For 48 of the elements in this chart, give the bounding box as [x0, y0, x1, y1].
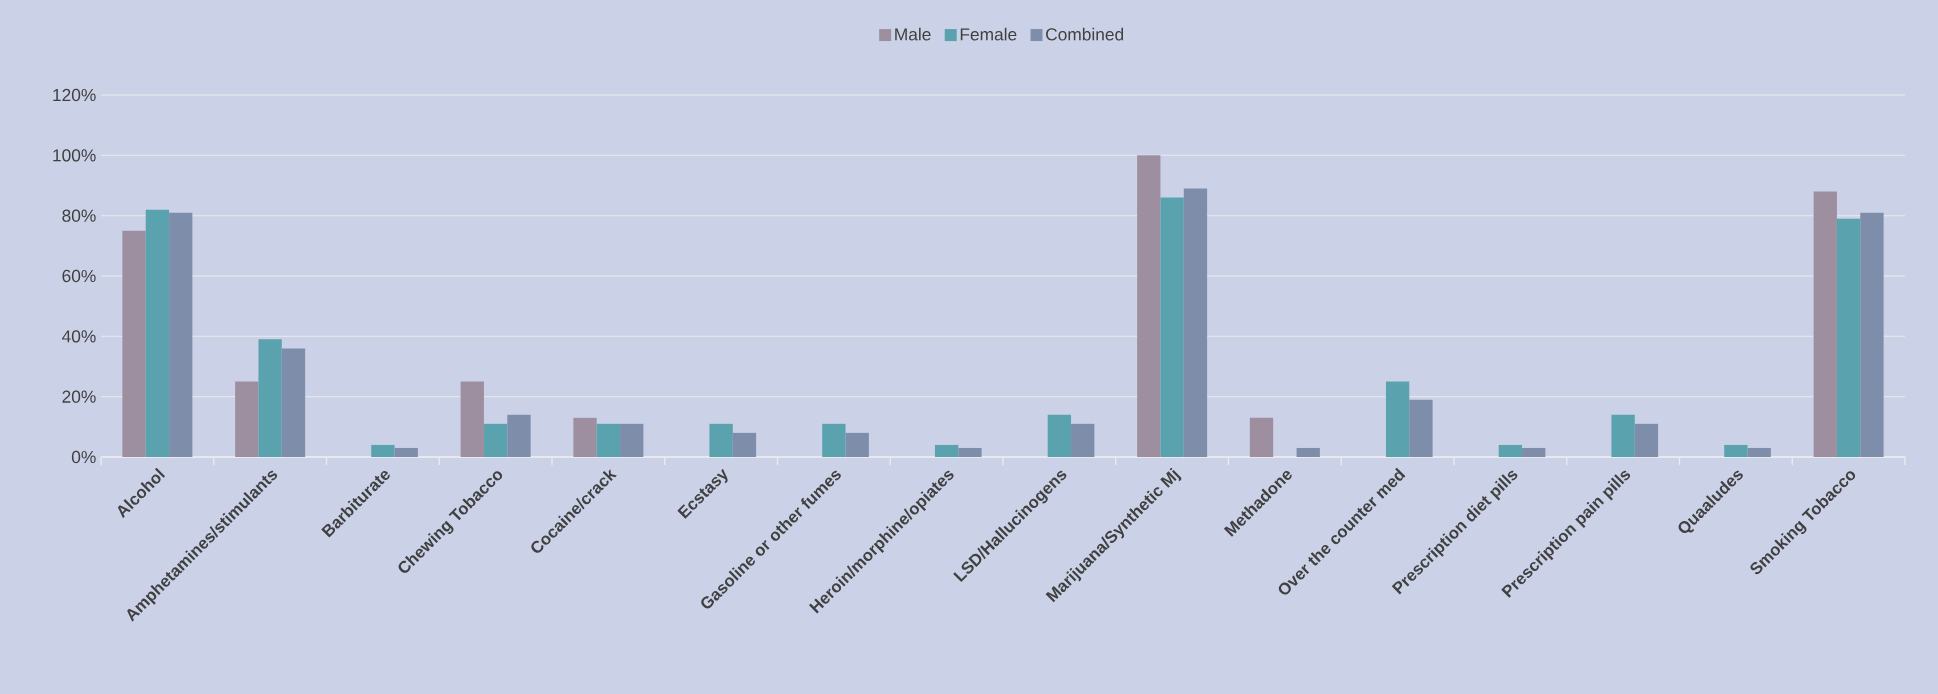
bar: [934, 444, 959, 457]
legend-label: Male: [895, 27, 931, 41]
bar: [371, 444, 395, 457]
bar: [709, 423, 733, 457]
bar: [1385, 381, 1410, 457]
legend-label: Female: [960, 27, 1017, 41]
bar: [845, 432, 869, 457]
bar: [1047, 414, 1072, 457]
bar: [1611, 414, 1635, 457]
bar: [573, 417, 597, 457]
bar: [1724, 444, 1748, 457]
y-tick-label: 20%: [62, 390, 96, 403]
bar: [1183, 188, 1208, 457]
bar: [1836, 218, 1861, 457]
bar: [169, 212, 193, 457]
bar: [507, 414, 531, 457]
bar: [822, 423, 846, 457]
bar: [958, 447, 982, 457]
y-tick-label: 100%: [53, 149, 96, 162]
bar: [1160, 197, 1184, 457]
bar: [620, 423, 644, 457]
y-tick-label: 120%: [53, 88, 96, 102]
y-tick-label: 60%: [62, 269, 96, 283]
bar: [235, 381, 259, 457]
y-tick-label: 0%: [71, 450, 96, 464]
bar: [145, 209, 170, 457]
y-tick-label: 40%: [62, 330, 96, 343]
bar: [394, 447, 418, 457]
bar: [1409, 399, 1433, 457]
bar: [596, 423, 621, 457]
bar: [1296, 447, 1320, 457]
bar: [460, 381, 484, 457]
bar: [122, 230, 146, 457]
y-tick-label: 80%: [62, 209, 96, 222]
bar: [258, 339, 282, 457]
bar: [1498, 444, 1523, 457]
bar: [1249, 417, 1274, 457]
bar: [1522, 447, 1546, 457]
bar: [732, 432, 757, 457]
legend-label: Combined: [1046, 27, 1124, 41]
bar: [1071, 423, 1095, 457]
bar: [1747, 447, 1771, 457]
bar: [1137, 155, 1161, 457]
bar: [483, 423, 508, 457]
bar: [281, 348, 306, 457]
bar: [1813, 191, 1837, 457]
bar: [1860, 212, 1884, 457]
bar: [1634, 423, 1659, 457]
